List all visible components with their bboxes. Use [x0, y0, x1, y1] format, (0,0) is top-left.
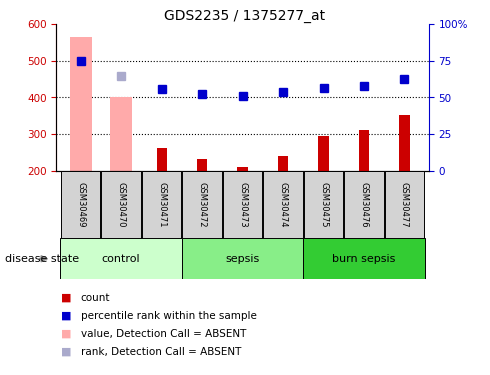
- FancyBboxPatch shape: [182, 171, 222, 238]
- Text: GSM30471: GSM30471: [157, 182, 166, 227]
- Bar: [156, 148, 167, 171]
- Text: ■: ■: [61, 311, 72, 321]
- Text: control: control: [102, 254, 141, 264]
- Bar: [318, 136, 329, 171]
- FancyBboxPatch shape: [385, 171, 424, 238]
- FancyBboxPatch shape: [303, 238, 425, 279]
- FancyBboxPatch shape: [263, 171, 303, 238]
- FancyBboxPatch shape: [60, 238, 182, 279]
- Text: disease state: disease state: [5, 254, 79, 264]
- Text: value, Detection Call = ABSENT: value, Detection Call = ABSENT: [81, 329, 246, 339]
- Text: ■: ■: [61, 329, 72, 339]
- Text: ■: ■: [61, 347, 72, 357]
- Bar: [238, 167, 247, 171]
- Text: GSM30476: GSM30476: [360, 182, 368, 227]
- Text: GSM30477: GSM30477: [400, 182, 409, 227]
- Text: rank, Detection Call = ABSENT: rank, Detection Call = ABSENT: [81, 347, 241, 357]
- Bar: [70, 37, 92, 171]
- Text: sepsis: sepsis: [225, 254, 260, 264]
- FancyBboxPatch shape: [304, 171, 343, 238]
- FancyBboxPatch shape: [223, 171, 262, 238]
- Text: burn sepsis: burn sepsis: [332, 254, 395, 264]
- Text: ■: ■: [61, 293, 72, 303]
- Bar: [197, 159, 207, 171]
- FancyBboxPatch shape: [142, 171, 181, 238]
- FancyBboxPatch shape: [101, 171, 141, 238]
- Text: GSM30473: GSM30473: [238, 182, 247, 227]
- Text: GSM30470: GSM30470: [117, 182, 125, 227]
- Text: GSM30475: GSM30475: [319, 182, 328, 227]
- FancyBboxPatch shape: [344, 171, 384, 238]
- Text: GSM30469: GSM30469: [76, 182, 85, 227]
- FancyBboxPatch shape: [61, 171, 100, 238]
- FancyBboxPatch shape: [182, 238, 303, 279]
- Text: GSM30474: GSM30474: [278, 182, 288, 227]
- Text: GSM30472: GSM30472: [197, 182, 207, 227]
- Bar: [399, 115, 410, 171]
- Bar: [278, 156, 288, 171]
- Bar: [359, 130, 369, 171]
- Bar: [110, 98, 132, 171]
- Text: count: count: [81, 293, 110, 303]
- Text: percentile rank within the sample: percentile rank within the sample: [81, 311, 257, 321]
- Text: GDS2235 / 1375277_at: GDS2235 / 1375277_at: [165, 9, 325, 23]
